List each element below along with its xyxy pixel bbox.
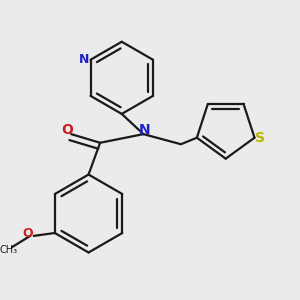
Text: N: N [139, 123, 151, 137]
Text: S: S [255, 131, 265, 145]
Text: O: O [22, 226, 33, 239]
Text: O: O [61, 123, 73, 137]
Text: N: N [79, 53, 89, 66]
Text: CH₃: CH₃ [0, 245, 18, 255]
